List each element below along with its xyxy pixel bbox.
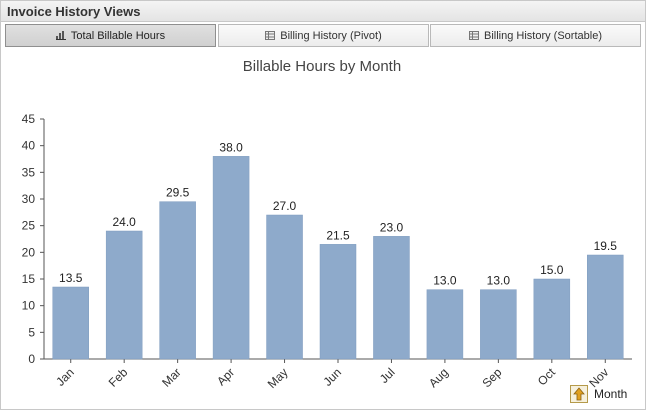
tab-label: Total Billable Hours bbox=[70, 29, 166, 42]
bar-chart-icon bbox=[55, 31, 66, 40]
data-label-sep: 13.0 bbox=[487, 274, 511, 288]
x-tick-label: Aug bbox=[426, 365, 451, 390]
data-label-apr: 38.0 bbox=[219, 140, 243, 154]
sort-arrow-icon[interactable] bbox=[570, 385, 588, 403]
bar-jan[interactable] bbox=[52, 286, 89, 360]
bar-apr[interactable] bbox=[212, 156, 250, 360]
x-tick-label: Oct bbox=[535, 365, 559, 389]
y-tick-label: 15 bbox=[22, 272, 36, 286]
data-label-mar: 29.5 bbox=[166, 186, 190, 200]
x-tick-label: Feb bbox=[106, 365, 131, 390]
tab-billing-history-sortable[interactable]: Billing History (Sortable) bbox=[430, 24, 641, 47]
data-label-nov: 19.5 bbox=[594, 239, 618, 253]
bar-feb[interactable] bbox=[105, 230, 143, 360]
table-grid-icon bbox=[469, 31, 479, 40]
data-label-aug: 13.0 bbox=[433, 274, 457, 288]
bar-mar[interactable] bbox=[159, 201, 196, 360]
y-tick-label: 10 bbox=[22, 299, 36, 313]
x-tick-label: Mar bbox=[159, 365, 184, 390]
view-tabs: Total Billable Hours Billing History (Pi… bbox=[5, 24, 641, 48]
bar-series bbox=[52, 156, 624, 360]
y-tick-label: 25 bbox=[22, 219, 36, 233]
window-title: Invoice History Views bbox=[7, 4, 141, 19]
bar-jun[interactable] bbox=[319, 244, 357, 360]
x-tick-label: Jan bbox=[53, 365, 77, 389]
y-tick-label: 20 bbox=[22, 245, 36, 259]
tab-label: Billing History (Pivot) bbox=[280, 29, 382, 42]
tab-total-billable-hours[interactable]: Total Billable Hours bbox=[5, 24, 216, 47]
bar-aug[interactable] bbox=[426, 289, 464, 360]
x-axis: Jan Feb Mar Apr May Jun Jul Aug Sep Oct Nov bbox=[44, 358, 632, 391]
data-label-may: 27.0 bbox=[273, 199, 297, 213]
tab-billing-history-pivot[interactable]: Billing History (Pivot) bbox=[218, 24, 429, 47]
table-grid-icon bbox=[265, 31, 276, 40]
y-tick-label: 0 bbox=[28, 352, 35, 366]
x-tick-label: Jul bbox=[377, 365, 398, 386]
y-tick-label: 30 bbox=[22, 192, 36, 206]
x-tick-label: Apr bbox=[214, 365, 237, 388]
x-tick-label: Jun bbox=[321, 365, 345, 389]
y-tick-label: 35 bbox=[22, 165, 36, 179]
bar-jul[interactable] bbox=[373, 236, 410, 360]
data-label-feb: 24.0 bbox=[113, 215, 137, 229]
data-label-oct: 15.0 bbox=[540, 263, 564, 277]
tab-label: Billing History (Sortable) bbox=[484, 29, 602, 42]
data-label-jan: 13.5 bbox=[59, 271, 83, 285]
chart-title: Billable Hours by Month bbox=[243, 58, 401, 75]
y-tick-label: 5 bbox=[28, 325, 35, 339]
bar-nov[interactable] bbox=[587, 254, 624, 360]
y-tick-label: 40 bbox=[22, 139, 36, 153]
x-tick-label: Sep bbox=[479, 365, 504, 390]
y-tick-label: 45 bbox=[22, 112, 36, 126]
data-label-jul: 23.0 bbox=[380, 220, 404, 234]
data-labels: 13.5 24.0 29.5 38.0 27.0 21.5 23.0 13.0 13.0 15.0… bbox=[59, 140, 617, 287]
bar-may[interactable] bbox=[266, 214, 303, 360]
bar-oct[interactable] bbox=[533, 278, 571, 360]
bar-sep[interactable] bbox=[480, 289, 517, 360]
window-titlebar: Invoice History Views bbox=[1, 1, 645, 22]
data-label-jun: 21.5 bbox=[326, 228, 350, 242]
x-tick-label: May bbox=[265, 365, 291, 391]
y-axis: 0 5 10 15 20 25 30 35 40 45 bbox=[22, 112, 45, 366]
sort-field-label: Month bbox=[594, 387, 628, 401]
